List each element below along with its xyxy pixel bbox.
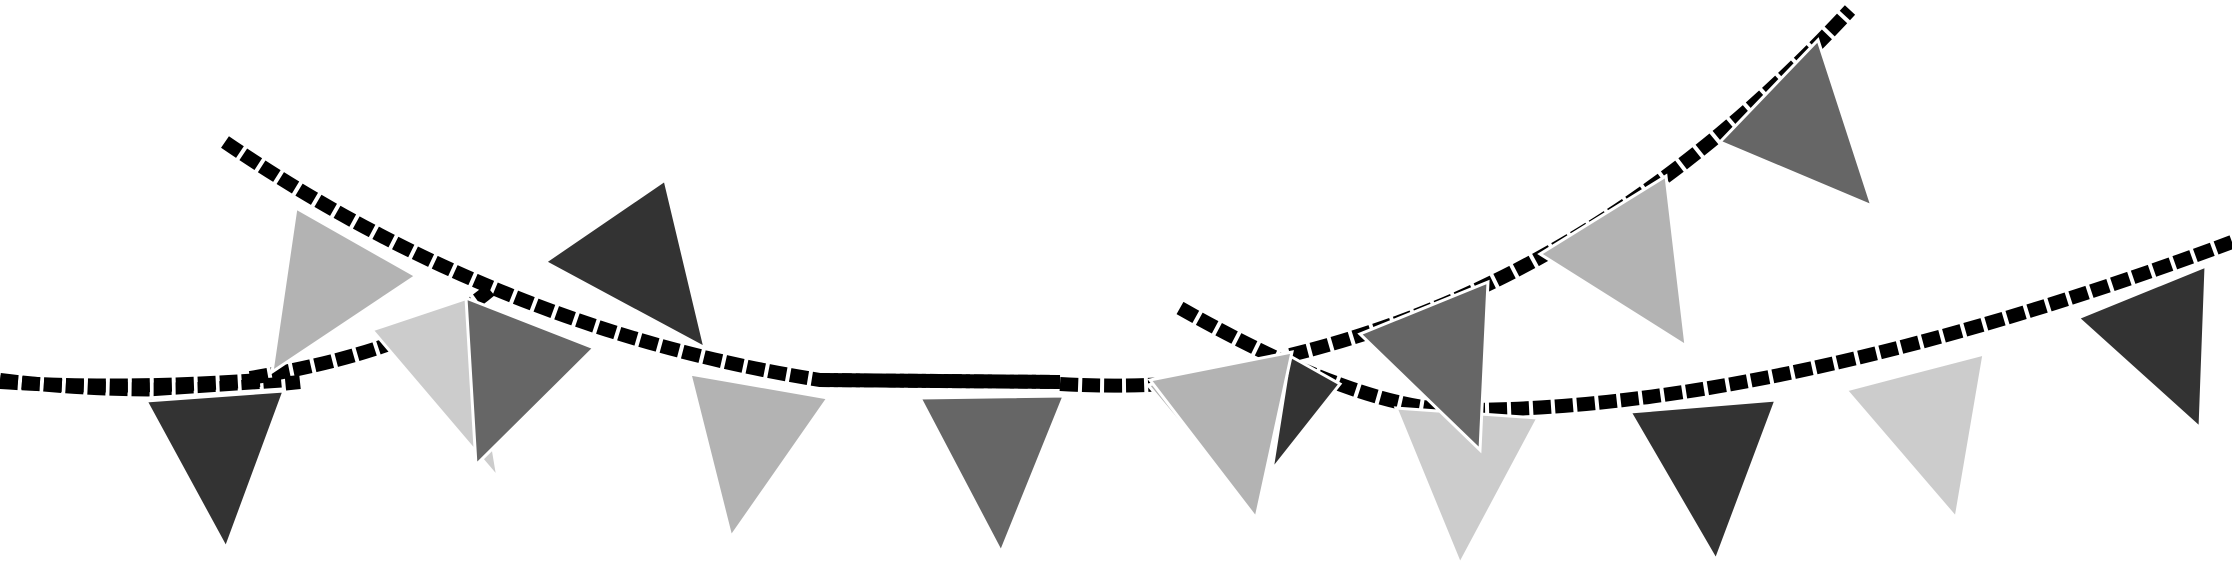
pennant-flag (1717, 37, 1875, 209)
pennant-flag (143, 389, 287, 552)
pennant-flag (687, 372, 831, 541)
pennant-flag (1537, 173, 1688, 349)
bunting-string (819, 373, 1061, 389)
pennant-flag (1843, 351, 1986, 522)
pennant-flag (1627, 398, 1779, 564)
bunting-string (221, 136, 1061, 389)
pennant-flag (1147, 350, 1294, 522)
bunting-string (1176, 235, 2232, 418)
bunting-string (0, 373, 261, 393)
pennant-flag (1357, 279, 1490, 454)
garland-left-upper (270, 205, 1067, 556)
pennant-flag (542, 177, 708, 351)
garland-right-lower (1393, 263, 2208, 568)
garland-right-upper (1147, 37, 1875, 522)
bunting-layer (0, 5, 2232, 568)
pennant-flag (270, 205, 419, 376)
pennant-flag (464, 295, 597, 469)
pennant-flag (1269, 353, 1343, 476)
pennant-flag (2075, 263, 2208, 432)
pennant-flag (917, 394, 1067, 556)
